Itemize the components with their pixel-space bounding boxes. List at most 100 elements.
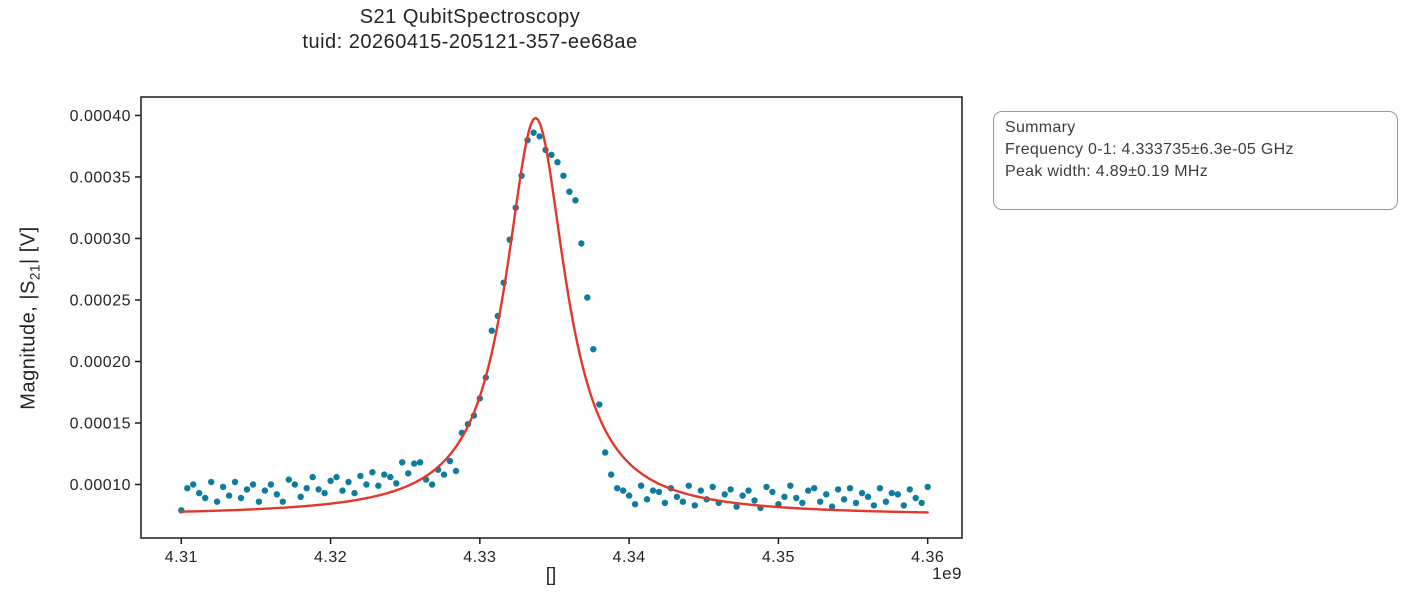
data-point xyxy=(411,460,418,467)
data-point xyxy=(231,478,239,486)
data-point xyxy=(357,472,364,480)
data-point xyxy=(190,481,197,488)
y-axis-label-subscript: 21 xyxy=(27,264,43,281)
data-point xyxy=(273,491,280,498)
data-point xyxy=(213,498,221,505)
data-point xyxy=(208,478,215,486)
x-tick-label: 4.31 xyxy=(165,549,198,566)
data-point xyxy=(751,497,758,504)
data-point xyxy=(219,483,227,491)
data-point xyxy=(602,449,609,456)
data-point xyxy=(900,502,907,509)
data-point xyxy=(363,481,370,488)
summary-heading: Summary xyxy=(1005,119,1076,136)
data-point xyxy=(745,487,752,494)
page-subtitle-tuid: tuid: 20260415-205121-357-ee68ae xyxy=(302,31,638,53)
data-point xyxy=(697,487,704,494)
data-point xyxy=(285,476,292,483)
page-title: S21 QubitSpectroscopy xyxy=(359,6,581,28)
data-point xyxy=(912,494,919,502)
data-point xyxy=(237,494,245,502)
y-axis-label: Magnitude, |S21| [V] xyxy=(18,226,43,409)
data-point xyxy=(548,151,555,158)
data-point xyxy=(255,498,263,505)
data-point xyxy=(608,471,615,478)
data-point xyxy=(906,486,913,493)
data-point xyxy=(834,486,842,493)
data-point xyxy=(828,503,836,510)
data-point xyxy=(733,503,740,510)
data-point xyxy=(387,473,394,481)
data-point xyxy=(249,481,257,488)
data-point xyxy=(536,133,543,140)
data-point xyxy=(763,483,770,491)
x-tick-label: 4.35 xyxy=(762,549,795,566)
data-point xyxy=(351,489,358,497)
x-tick-label: 4.36 xyxy=(911,549,944,566)
data-point xyxy=(811,485,818,492)
data-point xyxy=(303,485,310,492)
data-point xyxy=(643,496,651,503)
data-point xyxy=(894,491,901,498)
data-point xyxy=(196,489,203,497)
y-tick-label: 0.00035 xyxy=(70,169,131,186)
y-axis-label-suffix: | [V] xyxy=(17,226,40,265)
data-point xyxy=(882,498,890,505)
data-point xyxy=(554,159,561,166)
data-point xyxy=(727,486,734,493)
data-point xyxy=(339,487,346,494)
data-point xyxy=(315,486,322,493)
data-point xyxy=(625,492,633,499)
data-point xyxy=(620,487,627,494)
data-point xyxy=(691,502,698,509)
fit-line xyxy=(180,116,929,514)
data-point xyxy=(852,499,860,507)
data-point xyxy=(446,457,454,465)
data-point xyxy=(566,188,573,195)
y-tick-label: 0.00010 xyxy=(70,477,131,494)
data-point xyxy=(805,487,812,494)
data-point xyxy=(918,499,925,507)
plot-frame xyxy=(140,96,963,539)
x-axis-offset-label: 1e9 xyxy=(932,564,962,583)
x-tick-label: 4.33 xyxy=(463,549,496,566)
data-point xyxy=(416,459,424,466)
data-point xyxy=(924,483,931,491)
y-tick-label: 0.00040 xyxy=(70,108,131,125)
data-point xyxy=(202,494,209,502)
data-point xyxy=(888,489,895,497)
x-axis-label: [] xyxy=(545,565,557,586)
data-point xyxy=(614,485,621,492)
data-point xyxy=(846,485,854,492)
data-point xyxy=(428,481,436,488)
data-point xyxy=(661,499,669,507)
data-point xyxy=(679,498,687,505)
data-point xyxy=(225,492,233,499)
data-point xyxy=(709,483,716,491)
data-point xyxy=(297,493,304,500)
data-point xyxy=(637,482,645,489)
data-point xyxy=(321,489,328,497)
x-tick-label: 4.32 xyxy=(314,549,347,566)
data-point xyxy=(291,481,298,488)
data-point xyxy=(261,487,269,494)
data-point xyxy=(823,491,830,498)
data-point xyxy=(876,485,884,492)
data-point xyxy=(345,478,352,486)
data-point xyxy=(817,498,824,505)
data-point xyxy=(452,467,460,475)
data-point xyxy=(721,491,728,498)
data-point xyxy=(655,488,663,496)
data-point xyxy=(673,493,681,500)
data-point xyxy=(584,294,591,301)
data-point xyxy=(787,482,794,489)
data-point xyxy=(578,240,585,247)
title-block: S21 QubitSpectroscopy tuid: 20260415-205… xyxy=(140,5,800,55)
data-point xyxy=(327,477,334,484)
data-point xyxy=(243,486,251,493)
data-point xyxy=(572,197,579,204)
data-point xyxy=(560,172,567,179)
data-point xyxy=(530,129,537,136)
